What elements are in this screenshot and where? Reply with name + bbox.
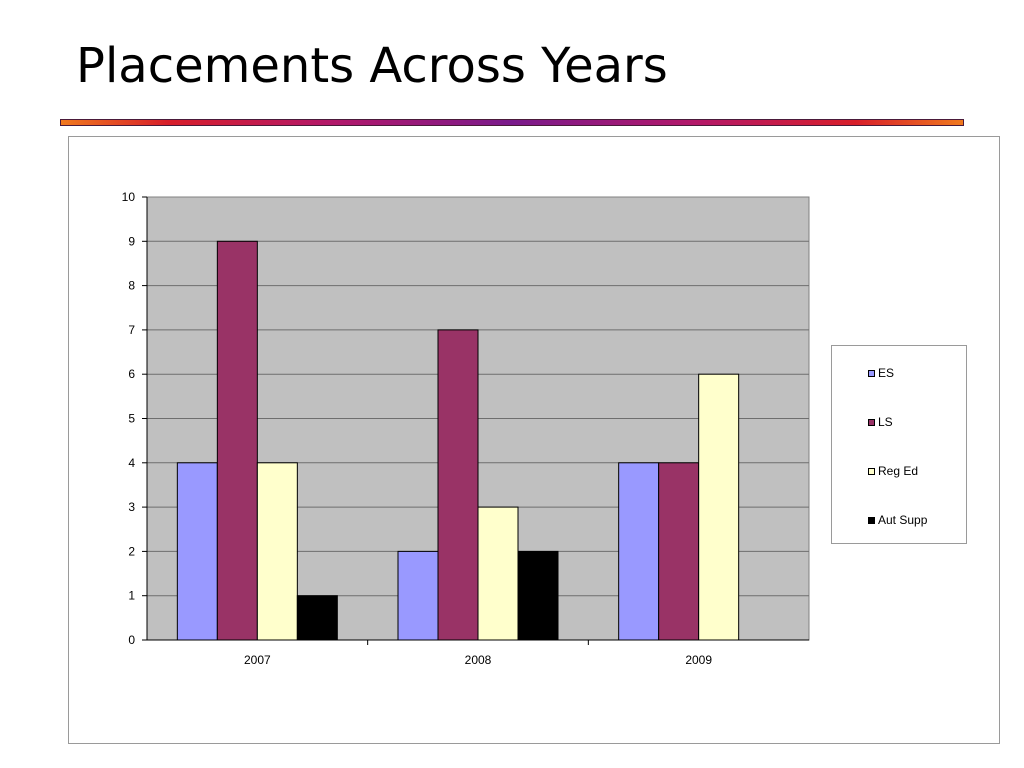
bar-aut-supp-2008 [517, 550, 559, 641]
bar-es-2008 [397, 550, 439, 641]
y-tick-label: 10 [122, 190, 136, 204]
y-tick-label: 8 [128, 279, 135, 293]
legend-label-es: ES [878, 366, 895, 380]
legend-item-ls: LS [868, 415, 893, 429]
legend-swatch-aut-supp [868, 516, 875, 524]
x-tick-label: 2007 [244, 653, 271, 667]
legend-label-aut-supp: Aut Supp [878, 513, 928, 527]
chart-frame: 0 1 2 3 4 5 6 7 8 9 10 2007 2008 2009 ES LS Reg Ed Au… [68, 136, 1000, 744]
x-tick-label: 2008 [465, 653, 492, 667]
y-tick-label: 9 [128, 234, 135, 248]
legend-label-reg-ed: Reg Ed [878, 464, 919, 478]
bar-reg-ed-2009 [698, 373, 740, 641]
legend-swatch-reg-ed [868, 467, 875, 475]
bar-aut-supp-2007 [296, 595, 338, 641]
y-tick-label: 0 [128, 633, 135, 647]
legend-item-es: ES [868, 366, 894, 380]
bar-chart: 0 1 2 3 4 5 6 7 8 9 10 2007 2008 2009 [122, 190, 810, 667]
title-divider [60, 119, 964, 126]
bar-reg-ed-2007 [256, 462, 298, 641]
slide-title: Placements Across Years [76, 38, 668, 94]
bar-es-2007 [176, 462, 218, 641]
bar-ls-2008 [437, 329, 479, 641]
y-tick-label: 2 [128, 544, 135, 558]
legend-label-ls: LS [878, 415, 893, 429]
legend-item-reg-ed: Reg Ed [868, 464, 918, 478]
legend-item-aut-supp: Aut Supp [868, 513, 927, 527]
bar-ls-2007 [216, 240, 258, 641]
y-tick-label: 7 [128, 323, 135, 337]
chart-legend: ES LS Reg Ed Aut Supp [831, 345, 967, 544]
x-tick-label: 2009 [685, 653, 712, 667]
y-tick-label: 5 [128, 412, 135, 426]
y-tick-label: 3 [128, 500, 135, 514]
y-tick-label: 4 [128, 456, 135, 470]
bar-reg-ed-2008 [477, 506, 519, 641]
legend-swatch-es [868, 369, 875, 377]
bar-es-2009 [618, 462, 660, 641]
y-tick-label: 1 [128, 589, 135, 603]
bar-ls-2009 [658, 462, 700, 641]
legend-swatch-ls [868, 418, 875, 426]
y-tick-label: 6 [128, 367, 135, 381]
